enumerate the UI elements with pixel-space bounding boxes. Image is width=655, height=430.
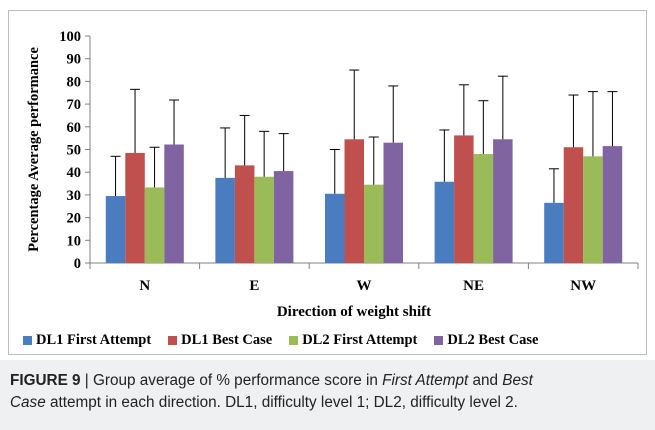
legend-label: DL2 Best Case [447,331,539,348]
legend-label: DL1 First Attempt [36,331,152,348]
bar [364,184,384,263]
bar [493,139,513,263]
legend-item: DL2 First Attempt [289,332,417,349]
legend-label: DL1 Best Case [181,331,273,348]
bar [105,196,126,263]
x-tick-label: NE [463,278,484,294]
legend-swatch [168,335,178,345]
caption-italic-case: Case [10,394,46,411]
bar [602,146,623,263]
legend-swatch [23,335,32,345]
bar [473,154,494,263]
caption-italic-first-attempt: First Attempt [382,372,469,389]
bar [344,139,364,263]
bar [234,165,255,263]
x-tick-label: NW [570,278,596,294]
bar [454,135,474,263]
caption-label: FIGURE 9 [10,372,81,389]
x-tick-label: E [249,278,259,294]
x-axis-title: Direction of weight shift [277,304,431,320]
y-tick-label: 50 [67,143,82,159]
caption-italic-best: Best [502,372,533,389]
legend-item: DL2 Best Case [434,332,538,349]
y-tick-label: 0 [74,256,81,272]
legend-label: DL2 First Attempt [302,331,418,348]
y-tick-label: 100 [59,29,81,45]
y-tick-label: 60 [67,120,82,136]
legend-item: DL1 Best Case [168,332,272,349]
legend: DL1 First Attempt DL1 Best Case DL2 First … [23,329,643,351]
caption-text-2: and [468,372,503,389]
bar [215,177,235,263]
y-tick-label: 10 [67,233,82,249]
bar [254,176,274,263]
bar [144,187,165,263]
caption-text-3: attempt in each direction. DL1, difficul… [45,394,518,411]
bar [383,142,403,263]
bar [434,181,455,263]
bar [325,193,345,263]
figure-caption: FIGURE 9 | Group average of % performanc… [0,360,655,430]
legend-swatch [434,335,444,345]
y-tick-label: 80 [67,74,82,90]
y-axis-title: Percentage Average performance [26,47,42,252]
bar [273,171,294,263]
bar [544,202,564,263]
y-tick-label: 20 [67,211,82,227]
y-tick-label: 90 [67,52,82,68]
caption-separator: | [80,372,94,389]
bar [164,144,184,263]
y-tick-label: 30 [67,188,82,204]
legend-swatch [289,335,299,345]
chart-frame: 0 10 20 30 40 50 60 70 80 90 100 N E W NE NW Direction o… [8,10,647,355]
y-tick-label: 70 [67,97,82,113]
bar [125,152,145,263]
y-tick-label: 40 [67,165,82,181]
caption-text-1: Group average of % performance score in [93,372,383,389]
bar [583,156,603,263]
x-tick-label: N [139,278,150,294]
legend-item: DL1 First Attempt [23,332,151,349]
x-tick-label: W [357,278,372,294]
bar [563,147,584,263]
